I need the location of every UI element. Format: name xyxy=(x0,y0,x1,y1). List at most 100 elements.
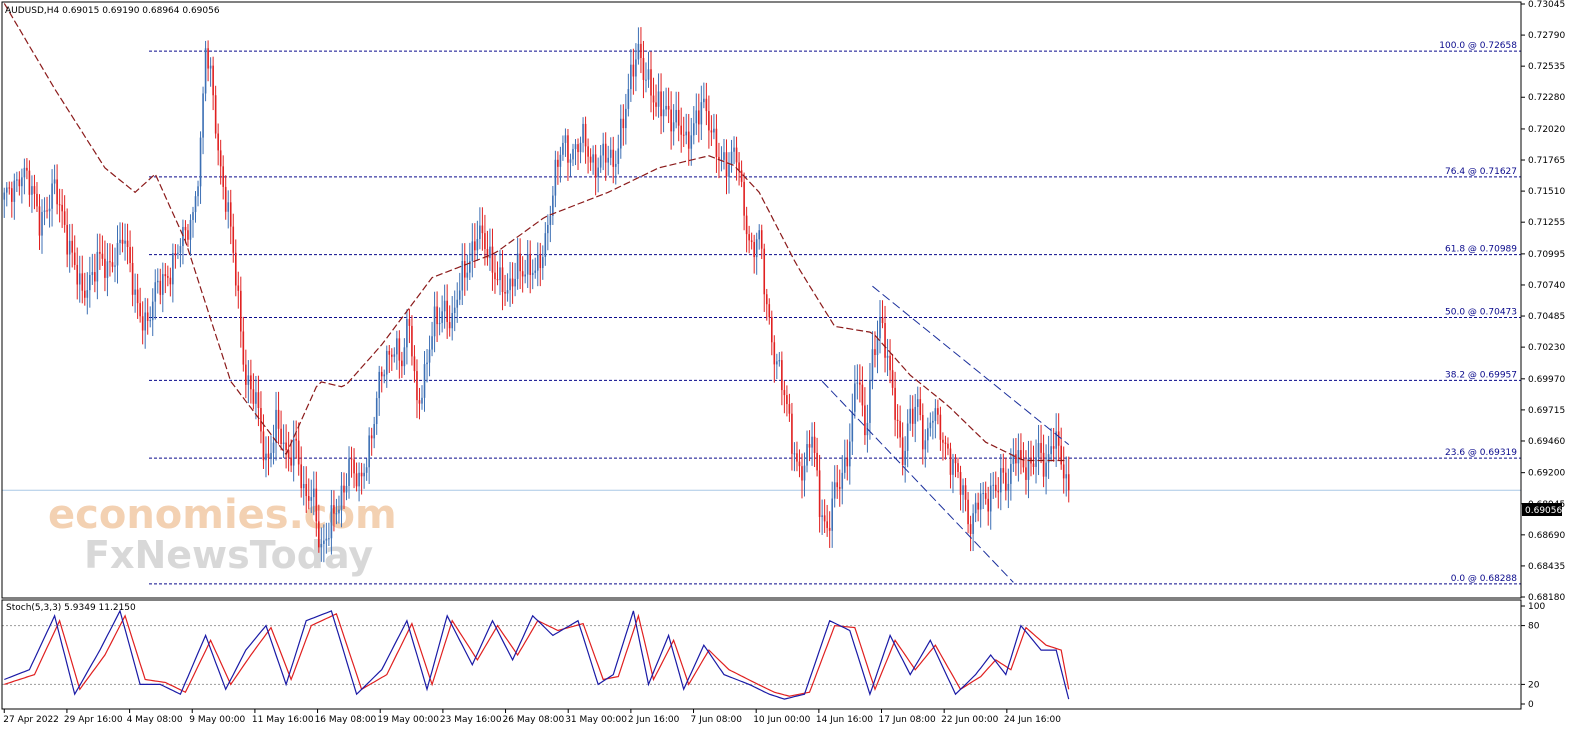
candle-body-bear xyxy=(859,382,861,385)
candle-body-bull xyxy=(489,246,491,259)
candle-body-bear xyxy=(1040,443,1042,453)
candle-body-bear xyxy=(765,294,768,305)
candle-body-bear xyxy=(816,452,818,471)
candle-body-bear xyxy=(355,473,358,487)
candle-body-bear xyxy=(836,482,839,488)
candle-body-bear xyxy=(964,485,967,500)
candles-layer xyxy=(3,27,1070,563)
price-tick-label: 0.68690 xyxy=(1528,531,1565,541)
candle-body-bull xyxy=(1065,474,1068,479)
candle-body-bear xyxy=(529,254,532,275)
candle-body-bear xyxy=(8,187,11,189)
candle-body-bull xyxy=(602,143,604,156)
candle-body-bull xyxy=(1007,483,1010,491)
price-tick-label: 0.71510 xyxy=(1528,187,1565,197)
candle-body-bull xyxy=(811,436,813,448)
candle-body-bull xyxy=(499,267,501,281)
candle-body-bear xyxy=(360,472,363,477)
candle-body-bear xyxy=(287,450,290,458)
candle-body-bear xyxy=(260,408,262,432)
candle-body-bear xyxy=(436,306,438,325)
candle-body-bear xyxy=(141,316,144,331)
candle-body-bull xyxy=(524,274,526,277)
candle-body-bear xyxy=(957,463,959,472)
candle-body-bull xyxy=(202,93,204,138)
candle-body-bull xyxy=(713,128,715,133)
candle-body-bull xyxy=(438,322,441,325)
candle-body-bull xyxy=(647,69,650,80)
candle-body-bull xyxy=(821,515,823,517)
candle-body-bear xyxy=(1067,474,1070,491)
candle-body-bear xyxy=(411,325,413,357)
candle-body-bull xyxy=(979,493,982,510)
candle-body-bear xyxy=(129,247,131,263)
candle-body-bull xyxy=(466,272,469,278)
candle-body-bull xyxy=(441,311,443,323)
candle-body-bull xyxy=(929,422,932,429)
candle-body-bull xyxy=(149,320,152,322)
candle-body-bear xyxy=(33,186,36,194)
candle-body-bear xyxy=(315,488,318,522)
candle-body-bull xyxy=(443,300,446,312)
time-tick-label: 31 May 00:00 xyxy=(565,715,627,725)
candle-body-bull xyxy=(21,177,23,187)
candle-body-bear xyxy=(735,147,738,163)
time-tick-label: 22 Jun 00:00 xyxy=(941,715,998,725)
candle-body-bear xyxy=(1060,445,1062,465)
candle-body-bull xyxy=(927,428,929,441)
candle-body-bull xyxy=(793,453,796,455)
candle-body-bear xyxy=(290,457,292,466)
candle-body-bull xyxy=(456,299,459,308)
candle-body-bull xyxy=(89,274,91,291)
candle-body-bear xyxy=(947,443,949,449)
candle-body-bull xyxy=(665,105,667,110)
candle-body-bull xyxy=(209,65,212,69)
price-tick-label: 0.68180 xyxy=(1528,593,1565,603)
candle-body-bear xyxy=(594,154,597,178)
time-tick-label: 24 Jun 16:00 xyxy=(1004,715,1061,725)
price-tick-label: 0.71765 xyxy=(1528,156,1565,166)
candle-body-bull xyxy=(562,142,564,155)
fib-level-label: 61.8 @ 0.70989 xyxy=(1445,245,1517,255)
candle-body-bear xyxy=(398,338,401,361)
candle-body-bull xyxy=(675,109,677,123)
candle-body-bull xyxy=(851,411,854,442)
candle-body-bull xyxy=(635,59,637,77)
candle-body-bear xyxy=(944,442,947,444)
candle-body-bull xyxy=(453,307,456,313)
candle-body-bull xyxy=(471,241,474,262)
candle-body-bull xyxy=(192,212,194,220)
candle-body-bull xyxy=(358,472,360,487)
candle-body-bear xyxy=(818,470,821,517)
candle-body-bear xyxy=(297,440,300,465)
candle-body-bear xyxy=(584,123,587,147)
candle-body-bull xyxy=(433,306,436,337)
candle-body-bear xyxy=(891,370,894,388)
candle-body-bull xyxy=(227,202,230,212)
candle-body-bear xyxy=(798,461,801,467)
candle-body-bear xyxy=(277,409,280,429)
candle-body-bull xyxy=(182,226,184,247)
candle-body-bull xyxy=(154,282,157,302)
candle-body-bear xyxy=(164,274,167,277)
candle-body-bull xyxy=(599,155,602,168)
candle-body-bull xyxy=(569,159,572,163)
candle-body-bear xyxy=(959,471,962,495)
moving-average-line xyxy=(3,3,1067,462)
candle-body-bear xyxy=(380,371,383,377)
candle-body-bull xyxy=(728,164,730,177)
candle-body-bull xyxy=(199,137,202,187)
candle-body-bull xyxy=(514,278,516,287)
candle-body-bear xyxy=(167,276,169,278)
candle-body-bear xyxy=(705,98,708,112)
candle-body-bear xyxy=(786,395,788,405)
candle-body-bull xyxy=(755,239,758,258)
candle-body-bull xyxy=(373,424,375,439)
candle-body-bear xyxy=(1015,454,1017,464)
candle-body-bull xyxy=(348,458,350,486)
candle-body-bull xyxy=(156,280,159,283)
candle-body-bull xyxy=(428,349,431,363)
candle-body-bear xyxy=(698,110,700,125)
candle-body-bear xyxy=(250,375,252,390)
candle-body-bull xyxy=(1027,458,1030,480)
